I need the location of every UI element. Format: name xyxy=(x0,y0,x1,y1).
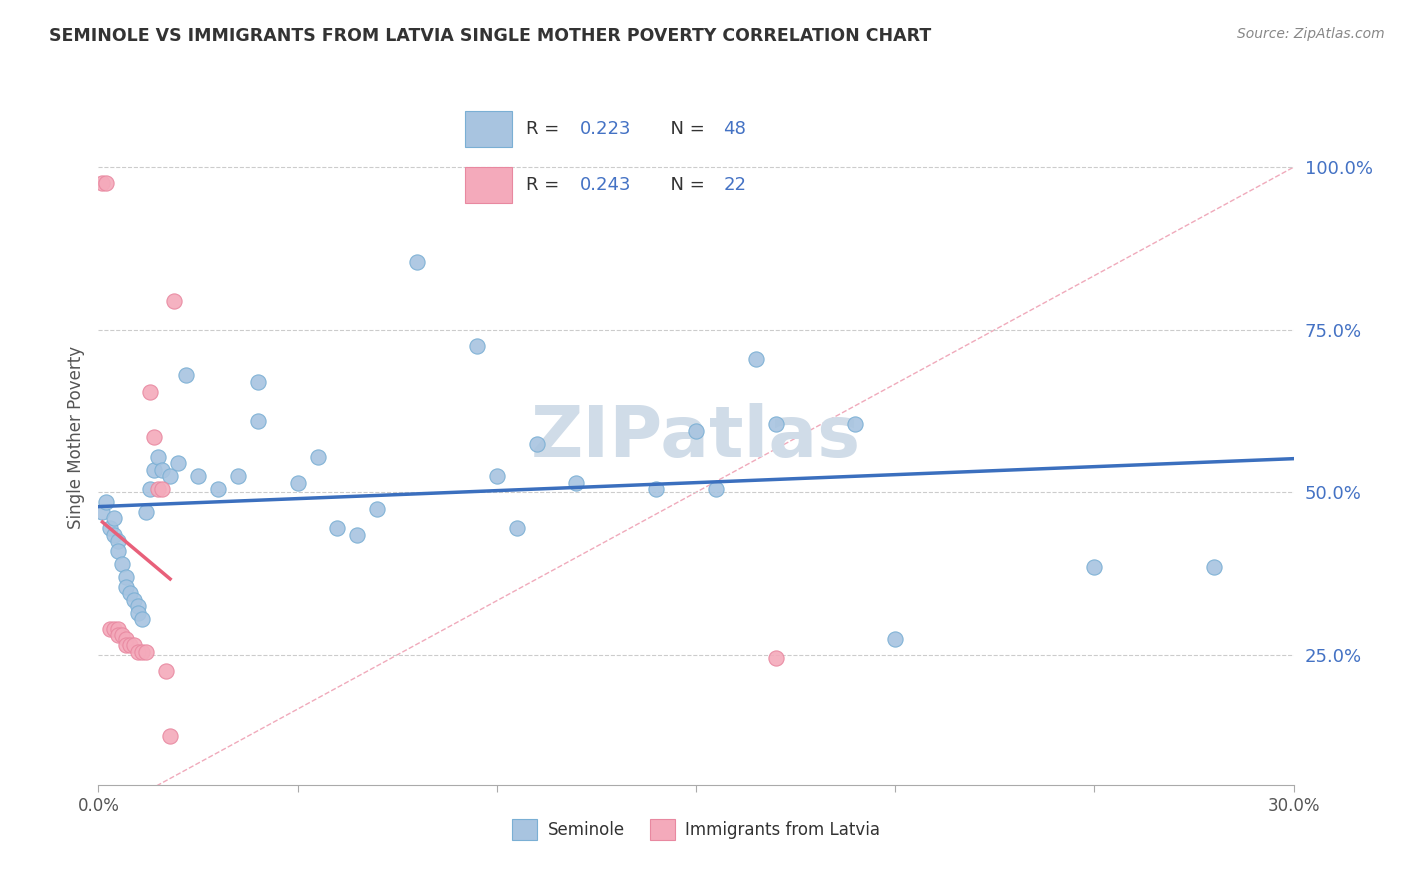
Point xyxy=(406,254,429,268)
Point xyxy=(685,424,707,438)
Point xyxy=(565,475,588,490)
Point xyxy=(143,430,166,444)
Point xyxy=(120,638,142,652)
Point xyxy=(120,586,142,600)
Point xyxy=(135,505,157,519)
Point xyxy=(131,645,153,659)
Text: Source: ZipAtlas.com: Source: ZipAtlas.com xyxy=(1237,27,1385,41)
Text: SEMINOLE VS IMMIGRANTS FROM LATVIA SINGLE MOTHER POVERTY CORRELATION CHART: SEMINOLE VS IMMIGRANTS FROM LATVIA SINGL… xyxy=(49,27,931,45)
Point xyxy=(246,375,269,389)
Text: ZIPatlas: ZIPatlas xyxy=(531,402,860,472)
Point xyxy=(96,495,118,509)
Point xyxy=(127,645,149,659)
Point xyxy=(1083,560,1105,574)
Point xyxy=(884,632,907,646)
Point xyxy=(506,521,529,535)
Point xyxy=(148,482,170,496)
Point xyxy=(124,592,146,607)
Point xyxy=(187,469,209,483)
Point xyxy=(704,482,727,496)
Point xyxy=(103,622,125,636)
Point xyxy=(366,501,388,516)
Point xyxy=(107,534,129,549)
Point xyxy=(98,622,122,636)
Point xyxy=(465,339,488,353)
Point xyxy=(159,469,181,483)
Point xyxy=(150,462,173,476)
Point xyxy=(98,521,122,535)
Point xyxy=(148,450,170,464)
Point xyxy=(246,414,269,428)
Point xyxy=(127,599,149,614)
Point xyxy=(765,651,787,665)
Point xyxy=(91,505,114,519)
Point xyxy=(139,482,162,496)
Point xyxy=(167,456,190,470)
Point xyxy=(124,638,146,652)
Point xyxy=(1202,560,1225,574)
Y-axis label: Single Mother Poverty: Single Mother Poverty xyxy=(66,345,84,529)
Point xyxy=(307,450,329,464)
Point xyxy=(115,632,138,646)
Point xyxy=(131,612,153,626)
Point xyxy=(346,527,368,541)
Point xyxy=(155,664,177,678)
Point xyxy=(115,570,138,584)
Point xyxy=(844,417,866,431)
Point xyxy=(485,469,508,483)
Point xyxy=(96,177,118,191)
Point xyxy=(159,729,181,743)
Point xyxy=(765,417,787,431)
Point xyxy=(107,544,129,558)
Point xyxy=(174,368,197,383)
Point xyxy=(143,462,166,476)
Point xyxy=(127,606,149,620)
Point xyxy=(139,384,162,399)
Point xyxy=(745,352,768,367)
Legend: Seminole, Immigrants from Latvia: Seminole, Immigrants from Latvia xyxy=(506,813,886,847)
Point xyxy=(150,482,173,496)
Point xyxy=(645,482,668,496)
Point xyxy=(111,557,134,571)
Point xyxy=(135,645,157,659)
Point xyxy=(226,469,249,483)
Point xyxy=(111,628,134,642)
Point xyxy=(163,293,186,308)
Point xyxy=(287,475,309,490)
Point xyxy=(91,177,114,191)
Point xyxy=(326,521,349,535)
Point xyxy=(107,622,129,636)
Point xyxy=(107,628,129,642)
Point xyxy=(207,482,229,496)
Point xyxy=(115,638,138,652)
Point xyxy=(115,580,138,594)
Point xyxy=(103,511,125,525)
Point xyxy=(103,527,125,541)
Point xyxy=(526,436,548,450)
